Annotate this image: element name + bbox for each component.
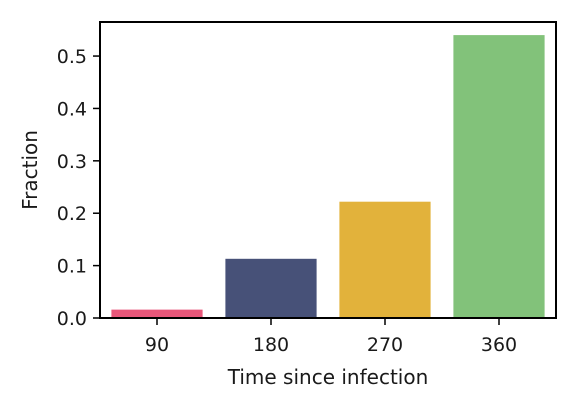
y-tick-label: 0.0 <box>57 308 87 330</box>
y-tick-label: 0.4 <box>57 98 87 120</box>
bars-group <box>111 35 545 318</box>
y-axis-title: Fraction <box>18 130 42 210</box>
y-tick-label: 0.2 <box>57 203 87 225</box>
y-axis-ticks: 0.0 0.1 0.2 0.3 0.4 0.5 <box>57 46 100 330</box>
x-tick-label: 180 <box>253 334 289 356</box>
y-tick-label: 0.3 <box>57 151 87 173</box>
bar-180 <box>225 258 317 318</box>
x-tick-label: 360 <box>481 334 517 356</box>
x-axis-ticks: 90 180 270 360 <box>145 318 517 356</box>
bar-270 <box>339 201 431 318</box>
y-tick-label: 0.1 <box>57 256 87 278</box>
bar-90 <box>111 309 203 318</box>
plot-frame <box>99 21 557 319</box>
y-tick-label: 0.5 <box>57 46 87 68</box>
x-tick-label: 270 <box>367 334 403 356</box>
x-axis-title: Time since infection <box>227 365 429 389</box>
bar-360 <box>453 35 545 318</box>
x-tick-label: 90 <box>145 334 169 356</box>
